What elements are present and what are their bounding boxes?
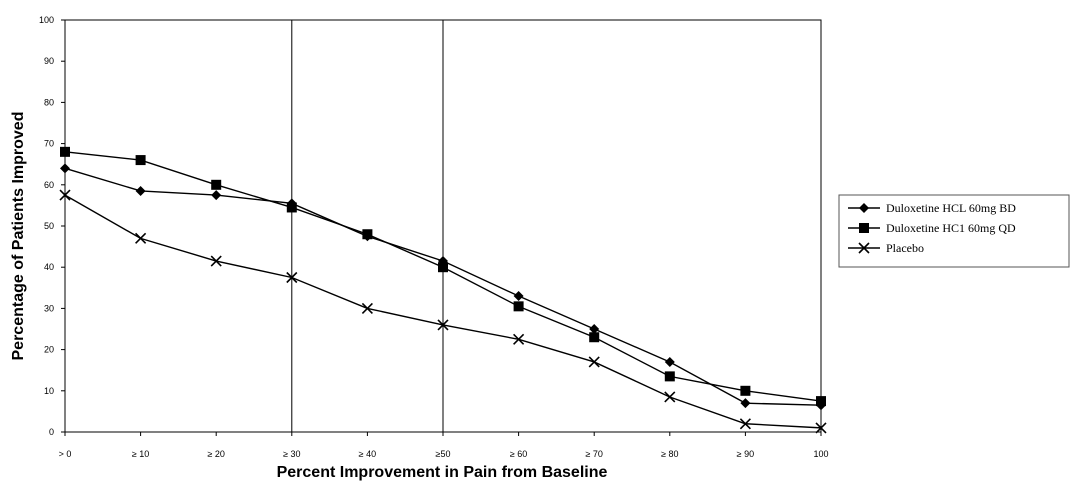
data-point-diamond xyxy=(513,291,524,302)
data-point-x xyxy=(361,302,373,314)
data-point-diamond xyxy=(664,356,675,367)
y-tick-label: 100 xyxy=(39,15,54,25)
y-tick-label: 10 xyxy=(44,386,54,396)
data-point-x xyxy=(135,232,147,244)
data-point-square xyxy=(438,262,448,273)
y-axis-ticks: 0 10 20 30 40 50 60 70 80 90 100 xyxy=(39,15,65,437)
y-tick-label: 60 xyxy=(44,180,54,190)
data-point-diamond xyxy=(60,163,70,174)
data-point-x xyxy=(588,356,600,368)
x-tick-label: ≥ 90 xyxy=(737,449,754,459)
y-axis-title: Percentage of Patients Improved xyxy=(10,112,27,361)
data-point-x xyxy=(59,189,71,201)
x-tick-label: ≥ 20 xyxy=(207,449,224,459)
y-tick-label: 80 xyxy=(44,97,54,107)
legend-label: Placebo xyxy=(886,241,924,255)
data-point-x xyxy=(437,319,449,331)
x-tick-label: > 0 xyxy=(59,449,72,459)
series-markers xyxy=(59,146,827,434)
x-axis-title: Percent Improvement in Pain from Baselin… xyxy=(277,464,608,481)
data-point-square xyxy=(362,229,373,240)
legend: Duloxetine HCL 60mg BD Duloxetine HC1 60m… xyxy=(848,201,1016,255)
data-point-square xyxy=(211,179,222,190)
data-point-square xyxy=(60,146,70,157)
x-tick-label: 100 xyxy=(813,449,828,459)
data-point-x xyxy=(815,422,827,434)
legend-label: Duloxetine HCL 60mg BD xyxy=(886,201,1016,215)
x-tick-label: ≥ 70 xyxy=(585,449,602,459)
data-point-x xyxy=(513,333,525,345)
data-point-square xyxy=(286,202,297,213)
data-point-diamond xyxy=(740,398,751,409)
y-tick-label: 0 xyxy=(49,427,54,437)
x-tick-label: ≥ 10 xyxy=(132,449,149,459)
data-point-x xyxy=(664,391,676,403)
data-point-diamond xyxy=(135,185,146,196)
data-point-square xyxy=(740,385,751,396)
data-point-x xyxy=(210,255,222,267)
reference-lines xyxy=(291,20,444,432)
legend-frame xyxy=(838,194,1070,268)
y-tick-label: 90 xyxy=(44,56,54,66)
data-point-square xyxy=(135,155,146,166)
legend-marker-x xyxy=(858,242,870,254)
legend-marker-diamond xyxy=(859,203,869,213)
data-point-square xyxy=(513,301,524,312)
y-tick-label: 50 xyxy=(44,221,54,231)
legend-marker-square xyxy=(859,223,869,233)
y-tick-label: 20 xyxy=(44,345,54,355)
y-tick-label: 70 xyxy=(44,139,54,149)
y-tick-label: 30 xyxy=(44,303,54,313)
data-point-diamond xyxy=(211,190,222,201)
x-tick-label: ≥ 30 xyxy=(283,449,300,459)
x-tick-label: ≥ 60 xyxy=(510,449,527,459)
data-point-diamond xyxy=(589,324,600,334)
x-axis-ticks: > 0 ≥ 10 ≥ 20 ≥ 30 ≥ 40 ≥50 ≥ 60 ≥ 70 ≥ 80 ≥ 90 10… xyxy=(59,432,829,459)
data-point-square xyxy=(664,371,675,382)
data-point-x xyxy=(739,418,751,430)
legend-label: Duloxetine HC1 60mg QD xyxy=(886,221,1016,235)
y-tick-label: 40 xyxy=(44,262,54,272)
data-point-square xyxy=(589,332,600,343)
data-point-x xyxy=(286,271,298,284)
x-tick-label: ≥ 40 xyxy=(359,449,376,459)
x-tick-label: ≥ 80 xyxy=(661,449,678,459)
data-point-square xyxy=(816,396,826,407)
x-tick-label: ≥50 xyxy=(436,449,451,459)
